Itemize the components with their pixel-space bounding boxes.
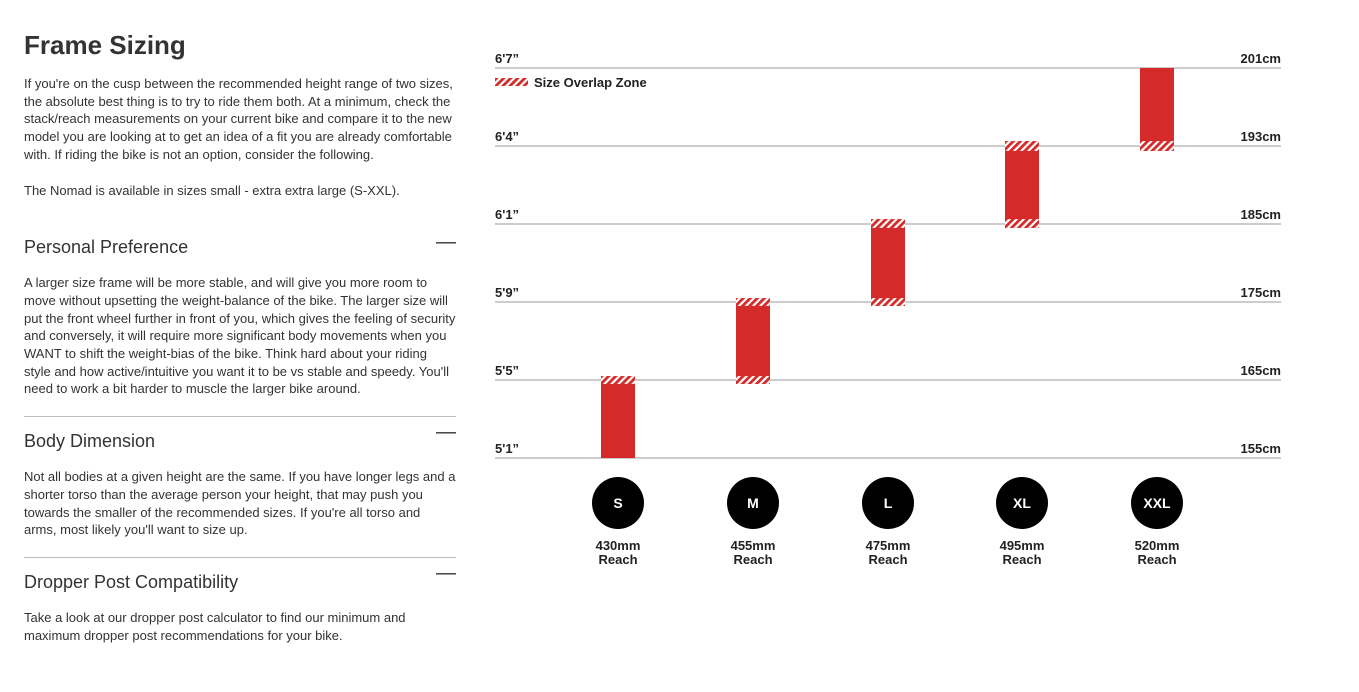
reach-value: 520mm	[1135, 538, 1180, 553]
overlap-zone	[736, 376, 770, 384]
overlap-zone	[871, 219, 905, 228]
size-badge	[996, 477, 1048, 529]
size-label: S	[613, 495, 622, 511]
y-tick-label: 6'7”	[495, 51, 519, 66]
section-body: A larger size frame will be more stable,…	[24, 275, 456, 397]
collapse-toggle[interactable]: —	[436, 561, 456, 584]
section-title: Body Dimension	[24, 431, 156, 452]
overlap-zone	[601, 376, 635, 384]
size-badge	[727, 477, 779, 529]
size-bar	[871, 219, 905, 306]
y2-tick-label: 175cm	[1241, 285, 1281, 300]
y-tick-label: 5'9”	[495, 285, 519, 300]
overlap-zone	[736, 298, 770, 306]
y2-tick-label: 193cm	[1241, 129, 1281, 144]
overlap-zone	[871, 298, 905, 306]
reach-value: 430mm	[596, 538, 641, 553]
intro: If you're on the cusp between the recomm…	[24, 76, 453, 162]
reach-label: Reach	[868, 552, 907, 567]
section: Personal Preference — A larger size fram…	[24, 231, 456, 398]
reach-label: Reach	[1002, 552, 1041, 567]
y2-tick-label: 201cm	[1241, 51, 1281, 66]
section-body: Not all bodies at a given height are the…	[24, 469, 456, 538]
y-tick-label: 6'1”	[495, 207, 519, 222]
reach-label: Reach	[598, 552, 637, 567]
size-label: XL	[1013, 495, 1031, 511]
title: Frame Sizing	[24, 30, 186, 60]
y2-tick-label: 155cm	[1241, 441, 1281, 456]
reach-label: Reach	[733, 552, 772, 567]
y2-tick-label: 165cm	[1241, 363, 1281, 378]
size-badge	[592, 477, 644, 529]
legend-swatch	[495, 78, 528, 86]
size-label: XXL	[1143, 495, 1171, 511]
section: Body Dimension — Not all bodies at a giv…	[24, 416, 456, 539]
size-badge	[1131, 477, 1183, 529]
section-body: Take a look at our dropper post calculat…	[24, 609, 406, 643]
y-tick-label: 5'1”	[495, 441, 519, 456]
size-label: M	[747, 495, 759, 511]
collapse-toggle[interactable]: —	[436, 421, 456, 444]
intro: The Nomad is available in sizes small - …	[24, 182, 400, 198]
reach-value: 455mm	[731, 538, 776, 553]
section: Dropper Post Compatibility — Take a look…	[24, 556, 456, 644]
section-title: Dropper Post Compatibility	[24, 571, 239, 592]
legend-label: Size Overlap Zone	[534, 75, 647, 90]
y-tick-label: 5'5”	[495, 363, 519, 378]
reach-value: 475mm	[866, 538, 911, 553]
size-label: L	[884, 495, 893, 511]
y-tick-label: 6'4”	[495, 129, 519, 144]
size-bar	[1140, 68, 1174, 151]
collapse-toggle[interactable]: —	[436, 231, 456, 254]
size-badge	[862, 477, 914, 529]
reach-label: Reach	[1137, 552, 1176, 567]
size-bar	[736, 298, 770, 384]
reach-value: 495mm	[1000, 538, 1045, 553]
overlap-zone	[1140, 141, 1174, 151]
section-title: Personal Preference	[24, 237, 189, 258]
overlap-zone	[1005, 141, 1039, 151]
text-column: Frame Sizing If you're on the cusp betwe…	[24, 30, 456, 662]
size-bar	[601, 376, 635, 458]
overlap-zone	[1005, 219, 1039, 228]
size-bar	[1005, 141, 1039, 228]
y2-tick-label: 185cm	[1241, 207, 1281, 222]
